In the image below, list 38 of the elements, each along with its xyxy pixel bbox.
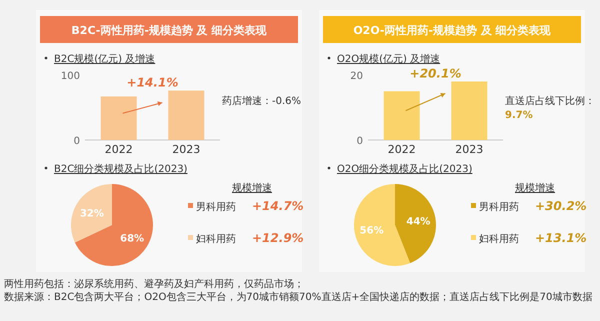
data-label: 44%	[406, 216, 430, 228]
y-tick-label: 100	[60, 71, 80, 82]
chart-title: O2O-两性用药-规模趋势 及 细分类表现	[353, 24, 552, 37]
legend-label: 男科用药	[196, 201, 236, 213]
x-tick-label: 2023	[455, 143, 484, 156]
x-tick-label: 2022	[104, 143, 133, 156]
x-tick-label: 2023	[172, 143, 200, 156]
text: 药店增速：-0.6%	[222, 95, 302, 107]
pie-slice	[74, 184, 153, 266]
annotation: +20.1%	[410, 66, 462, 80]
data-label: 68%	[120, 234, 144, 245]
y-tick-label: 20	[350, 71, 363, 82]
legend-label: 妇科用药	[479, 233, 519, 245]
legend-label: 妇科用药	[196, 233, 236, 245]
legend-title: 规模增速	[232, 182, 272, 194]
y-tick-label: 0	[74, 136, 80, 147]
text: 9.7%	[505, 110, 533, 121]
y-tick-label: 0	[356, 136, 363, 147]
chart-subtitle: B2C细分类规模及占比(2023)	[54, 163, 188, 175]
text: 直送店占线下比例：	[505, 95, 595, 107]
chart-subtitle: B2C规模(亿元) 及增速	[54, 53, 156, 65]
data-label: 32%	[80, 208, 104, 220]
x-tick-label: 2022	[388, 143, 416, 156]
text: +13.1%	[535, 231, 587, 245]
text: 两性用药包括：泌尿系统用药、避孕药及妇产科用药，仅药品市场；	[4, 278, 305, 291]
legend-label: 男科用药	[479, 201, 519, 213]
chart-subtitle: O2O细分类规模及占比(2023)	[337, 163, 472, 175]
data-label: 56%	[360, 225, 384, 236]
chart-subtitle: O2O规模(亿元) 及增速	[337, 53, 440, 65]
annotation: +14.1%	[126, 76, 178, 90]
chart-title: B2C-两性用药-规模趋势 及 细分类表现	[71, 24, 268, 37]
legend-title: 规模增速	[515, 182, 555, 194]
text: +30.2%	[535, 199, 587, 213]
text: +14.7%	[252, 199, 304, 213]
text: +12.9%	[252, 231, 304, 245]
pie-slice	[395, 184, 436, 264]
pie-slice	[71, 184, 112, 242]
source-note: 数据来源：B2C包含两大平台；O2O包含三大平台，为70城市销额70%直送店+全国快递店的数据；直送店占线下比例是70城市数据	[4, 291, 594, 304]
